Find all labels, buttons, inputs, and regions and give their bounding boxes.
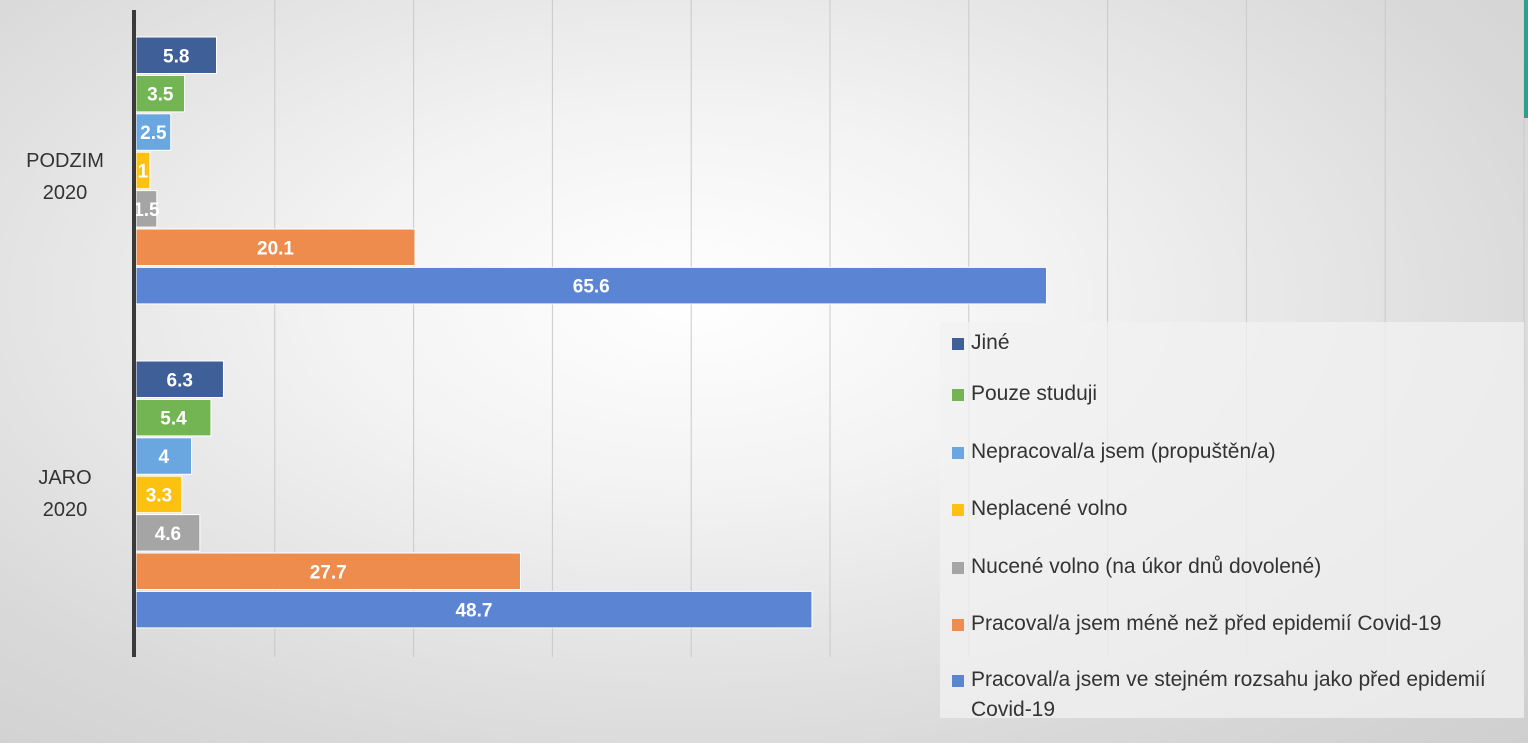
legend-swatch [952,338,964,350]
legend-item-neplacene-volno: Neplacené volno [952,494,1522,524]
bar [135,74,186,113]
bar [135,552,521,590]
data-label: 5.8 [163,46,189,67]
data-label: 3.5 [147,85,174,106]
legend-label: Jiné [971,331,1010,354]
legend-swatch [952,504,964,516]
legend-item-nucene-volno: Nucené volno (na úkor dnů dovolené) [952,552,1522,582]
data-label: 48.7 [455,601,492,622]
data-label: 5.4 [160,409,187,430]
legend-item-stejny-rozsah: Pracoval/a jsem ve stejném rozsahu jako … [952,665,1522,725]
data-label: 27.7 [310,562,347,583]
legend-item-propusten: Nepracoval/a jsem (propuštěn/a) [952,437,1522,467]
bar [135,113,172,151]
data-label: 6.3 [167,370,193,391]
legend-label: Pracoval/a jsem méně než před epidemií C… [971,612,1442,635]
bar [135,437,193,475]
data-label: 4 [158,447,169,468]
data-label: 65.6 [573,277,610,298]
bar [135,590,813,629]
legend-label: Neplacené volno [971,497,1128,520]
category-label-line: PODZIM [26,150,104,172]
category-label-line: 2020 [42,499,88,521]
category-label-line: 2020 [42,182,88,204]
bar [135,266,1048,305]
bar [135,360,224,398]
bar [135,475,183,514]
bar [135,398,212,437]
legend-swatch [952,675,964,687]
legend-swatch [952,389,964,401]
bar [135,36,218,74]
data-label: 20.1 [257,238,294,259]
data-label: 1 [138,161,149,182]
legend-swatch [952,447,964,459]
legend-label: Pracoval/a jsem ve stejném rozsahu jako … [971,668,1486,721]
legend-label: Nucené volno (na úkor dnů dovolené) [971,555,1322,578]
legend-swatch [952,562,964,574]
data-label: 2.5 [140,123,167,144]
category-label-line: JARO [38,467,92,489]
data-label: 4.6 [155,524,181,545]
legend-label: Nepracoval/a jsem (propuštěn/a) [971,440,1276,463]
legend-label: Pouze studuji [971,382,1098,405]
category-label-podzim: PODZIM 2020 [0,145,130,209]
legend-swatch [952,619,964,631]
category-label-jaro: JARO 2020 [0,462,130,526]
slide-accent-mark [1524,0,1528,118]
bar [135,228,416,266]
legend-item-jine: Jiné [952,328,1522,358]
legend-item-pouze-studuji: Pouze studuji [952,379,1522,409]
data-label: 1.5 [133,200,160,221]
data-label: 3.3 [146,485,172,506]
chart-legend: Jiné Pouze studuji Nepracoval/a jsem (pr… [940,322,1524,721]
legend-item-mene: Pracoval/a jsem méně než před epidemií C… [952,609,1522,639]
bar [135,514,201,552]
